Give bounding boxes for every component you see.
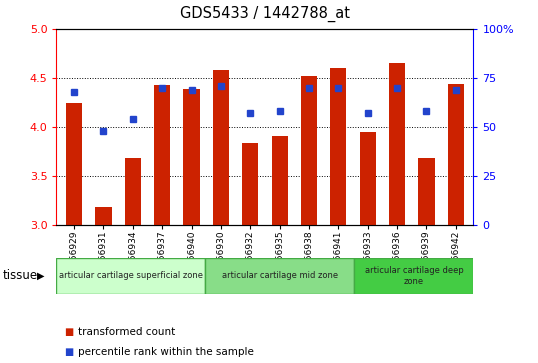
Bar xyxy=(448,84,464,225)
Text: transformed count: transformed count xyxy=(78,327,175,337)
Bar xyxy=(125,158,141,225)
Bar xyxy=(360,132,376,225)
Bar xyxy=(213,70,229,225)
Text: ■: ■ xyxy=(65,327,74,337)
Bar xyxy=(272,136,288,225)
Bar xyxy=(389,63,405,225)
Bar xyxy=(355,258,473,294)
Bar xyxy=(301,76,317,225)
Bar xyxy=(66,102,82,225)
Bar xyxy=(419,158,435,225)
Text: articular cartilage superficial zone: articular cartilage superficial zone xyxy=(59,272,203,280)
Bar xyxy=(154,85,170,225)
Text: ▶: ▶ xyxy=(37,271,44,281)
Text: articular cartilage mid zone: articular cartilage mid zone xyxy=(222,272,338,280)
Bar xyxy=(183,89,200,225)
Text: articular cartilage deep
zone: articular cartilage deep zone xyxy=(365,266,463,286)
Text: ■: ■ xyxy=(65,347,74,357)
Text: percentile rank within the sample: percentile rank within the sample xyxy=(78,347,254,357)
Bar xyxy=(56,258,206,294)
Text: GDS5433 / 1442788_at: GDS5433 / 1442788_at xyxy=(180,5,350,22)
Bar xyxy=(242,143,258,225)
Bar xyxy=(95,207,111,225)
Bar xyxy=(330,68,346,225)
Text: tissue: tissue xyxy=(3,269,38,282)
Bar xyxy=(206,258,355,294)
